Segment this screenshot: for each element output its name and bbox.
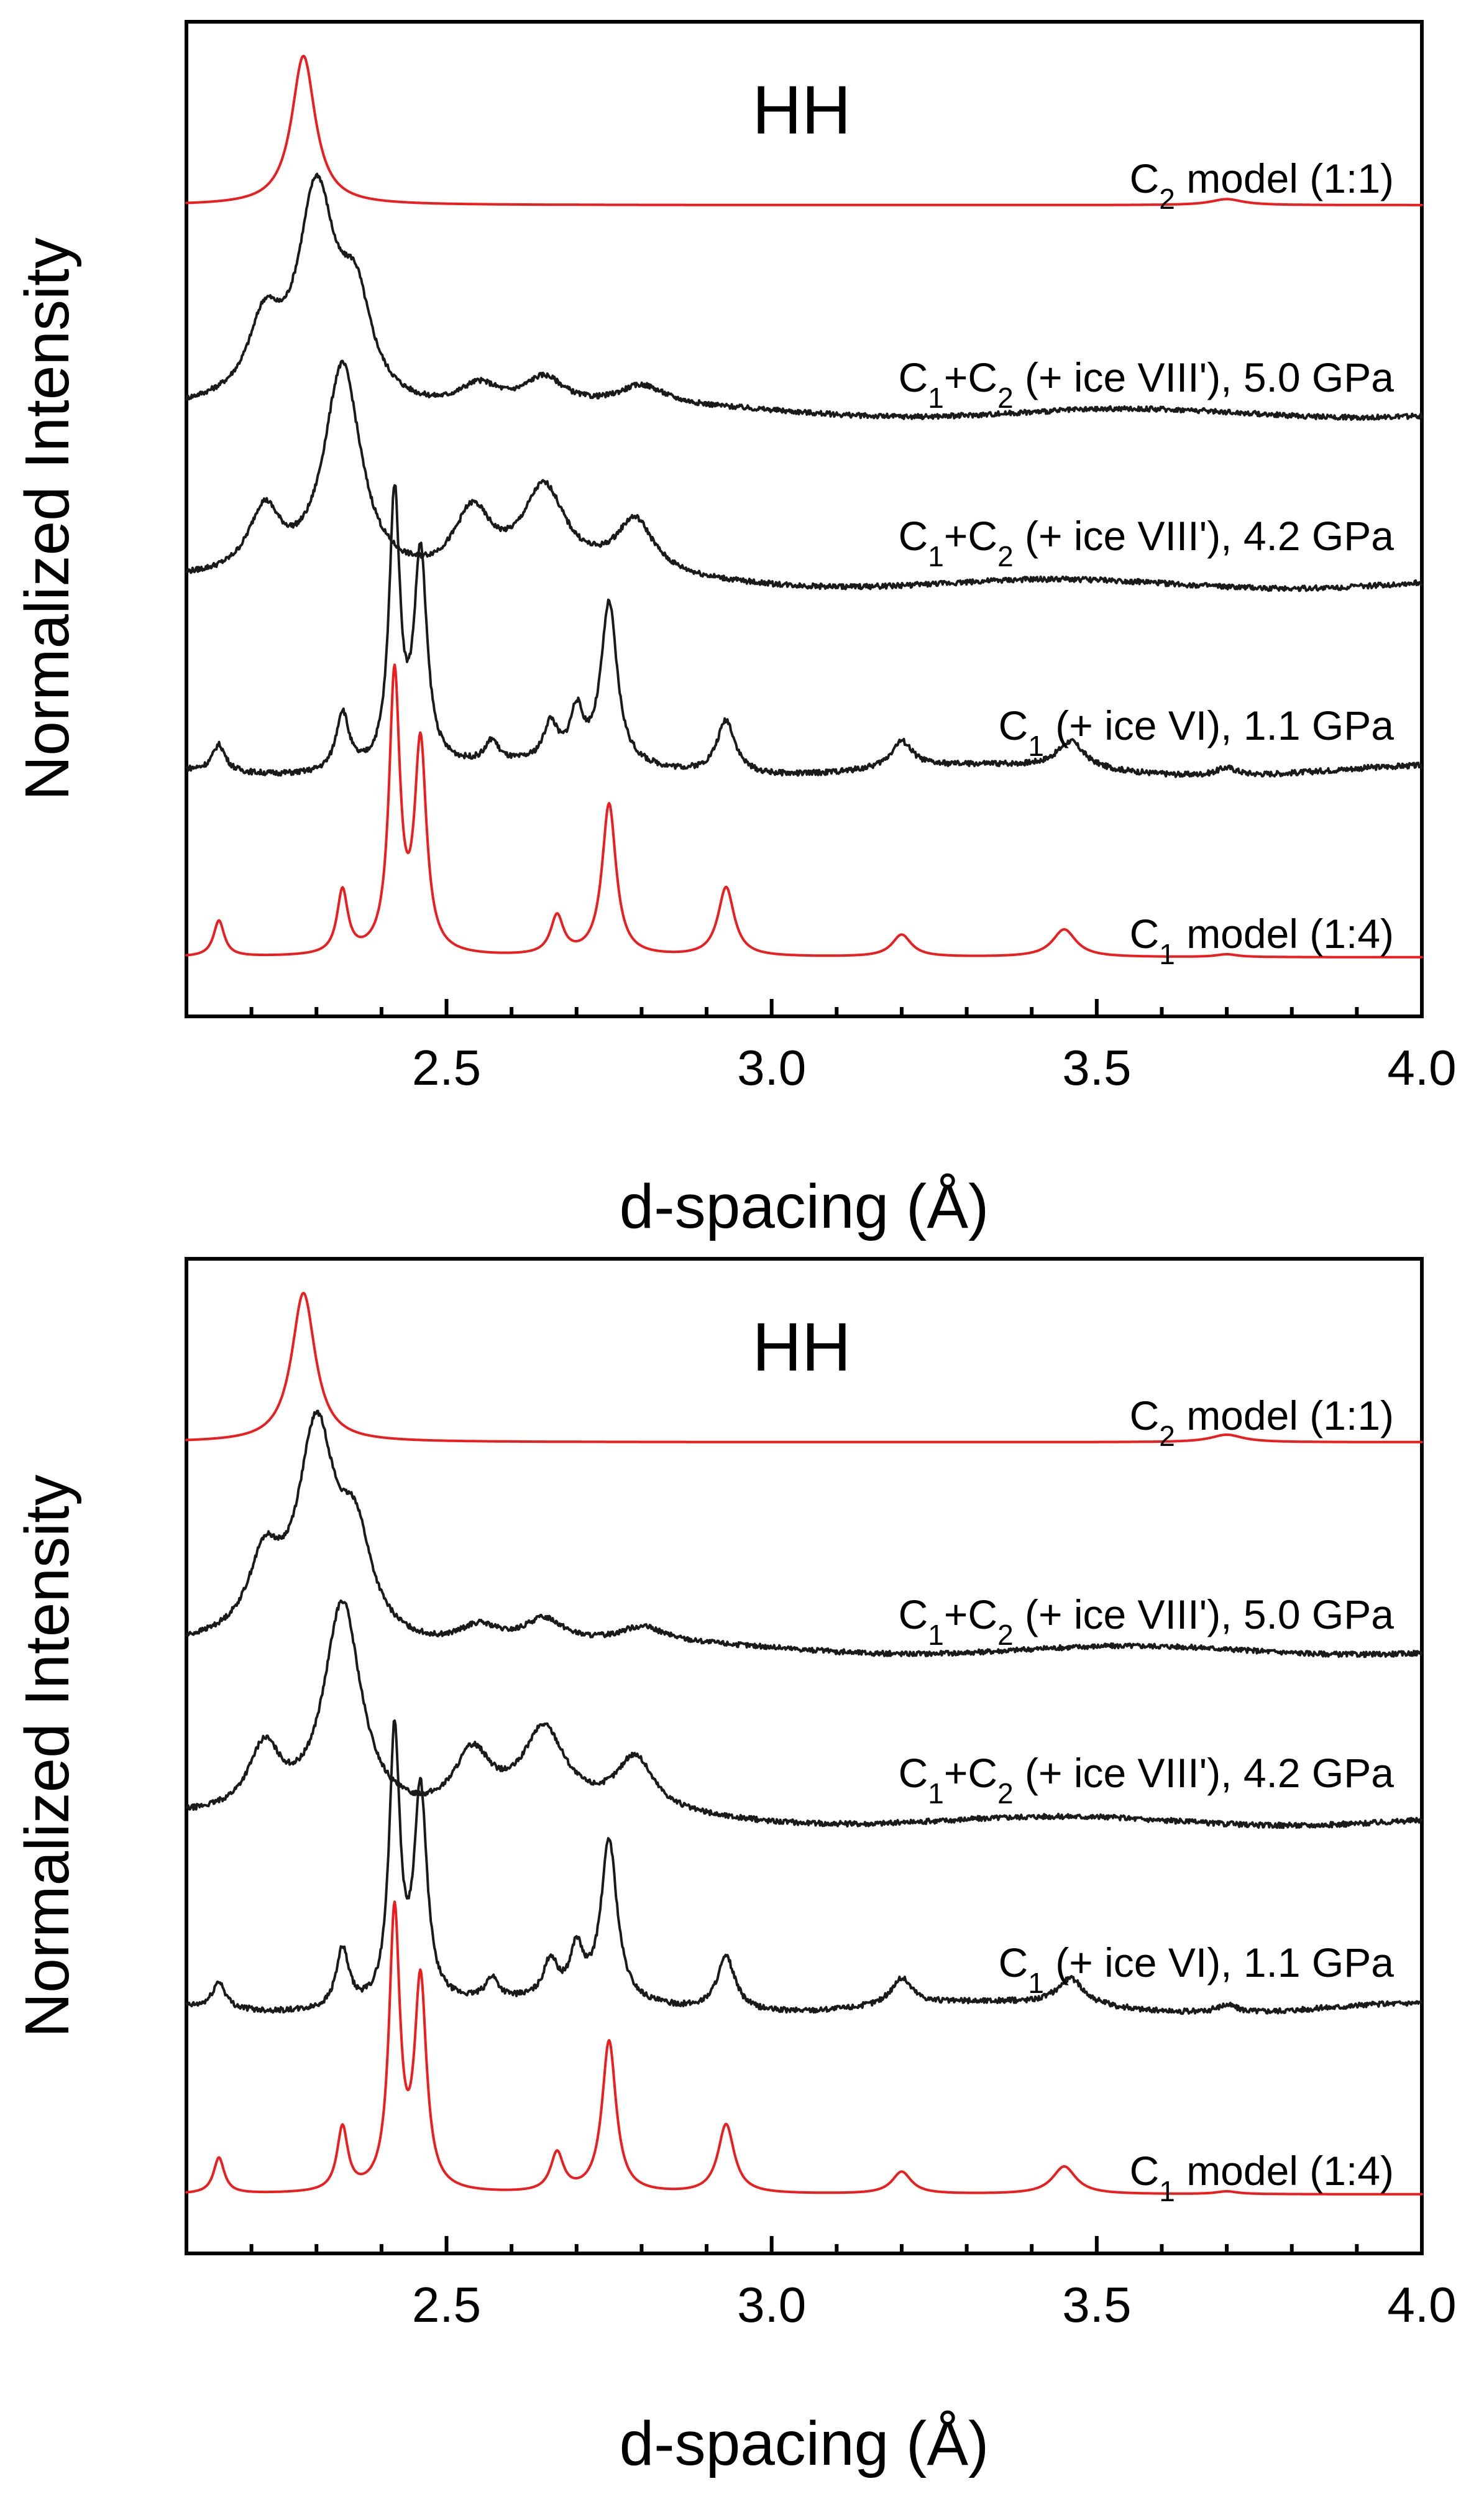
x-tick-label: 2.5 — [412, 2277, 481, 2332]
series-label: C1 (+ ice VI), 1.1 GPa — [999, 702, 1395, 762]
series-line — [185, 663, 1423, 959]
panel-label: HH — [753, 1309, 851, 1386]
series-label: C1 model (1:4) — [1130, 2148, 1394, 2207]
x-axis-label: d-spacing (Å) — [620, 2409, 989, 2478]
series-label: C2 model (1:1) — [1130, 1392, 1394, 1452]
series-line — [185, 1409, 1423, 1659]
x-tick-label: 3.0 — [737, 2277, 806, 2332]
series-line — [185, 1900, 1423, 2196]
series-label: C1+C2 (+ ice VIII'), 5.0 GPa — [899, 1591, 1395, 1651]
x-tick-label: 3.0 — [737, 1040, 806, 1095]
plot-frame — [185, 20, 1424, 1018]
y-axis-label: Normalized Intensity — [12, 237, 82, 801]
series-line — [185, 172, 1423, 421]
series-label: C1 (+ ice VI), 1.1 GPa — [999, 1940, 1395, 1999]
series-label: C1 model (1:4) — [1130, 911, 1394, 970]
series-line — [185, 1292, 1423, 1443]
x-tick-label: 3.5 — [1062, 1040, 1131, 1095]
x-tick-label: 3.5 — [1062, 2277, 1131, 2332]
series-label: C1+C2 (+ ice VIII'), 5.0 GPa — [899, 354, 1395, 414]
x-tick-label: 4.0 — [1387, 2277, 1456, 2332]
panel-label: HH — [753, 72, 851, 149]
x-axis-label: d-spacing (Å) — [620, 1172, 989, 1241]
series-label: C1+C2 (+ ice VIII'), 4.2 GPa — [899, 513, 1395, 573]
series-label: C2 model (1:1) — [1130, 155, 1394, 215]
series-line — [185, 55, 1423, 206]
y-axis-label: Normalized Intensity — [12, 1475, 82, 2038]
plot-frame — [185, 1257, 1424, 2255]
series-line — [185, 1719, 1423, 2015]
series-line — [185, 484, 1423, 778]
series-label: C1+C2 (+ ice VIII'), 4.2 GPa — [899, 1750, 1395, 1810]
panel-top: HH d-spacing (Å) Normalized Intensity 2.… — [12, 20, 1457, 1241]
x-tick-label: 4.0 — [1387, 1040, 1456, 1095]
panel-bottom: HH d-spacing (Å) Normalized Intensity 2.… — [12, 1257, 1457, 2478]
x-tick-label: 2.5 — [412, 1040, 481, 1095]
